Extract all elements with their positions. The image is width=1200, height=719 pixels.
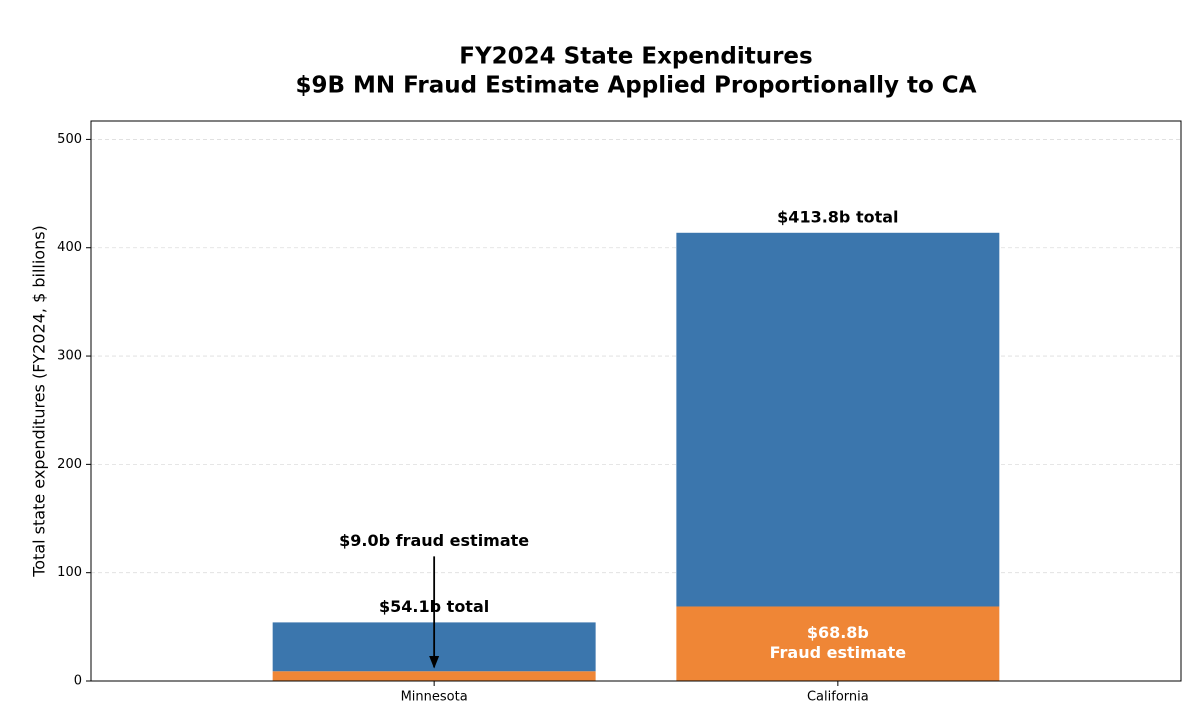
value-label: $9.0b fraud estimate [339, 531, 529, 550]
bar-segment [676, 606, 1000, 681]
chart-title: FY2024 State Expenditures [459, 44, 812, 70]
total-label: $413.8b total [777, 207, 898, 226]
value-label: Fraud estimate [770, 643, 907, 662]
chart-title: $9B MN Fraud Estimate Applied Proportion… [295, 73, 976, 99]
bar-segment [272, 671, 596, 681]
y-tick-label: 500 [57, 132, 82, 147]
y-axis-label: Total state expenditures (FY2024, $ bill… [30, 225, 49, 578]
y-tick-label: 200 [57, 457, 82, 472]
plot-frame [90, 120, 1182, 682]
y-tick-label: 100 [57, 565, 82, 580]
bar-segment [676, 232, 1000, 607]
y-tick-label: 300 [57, 349, 82, 364]
value-label: $68.8b [807, 623, 869, 642]
y-tick-label: 400 [57, 240, 82, 255]
x-tick-label: Minnesota [401, 690, 468, 705]
y-tick-label: 0 [74, 674, 82, 689]
x-tick-label: California [807, 690, 869, 705]
